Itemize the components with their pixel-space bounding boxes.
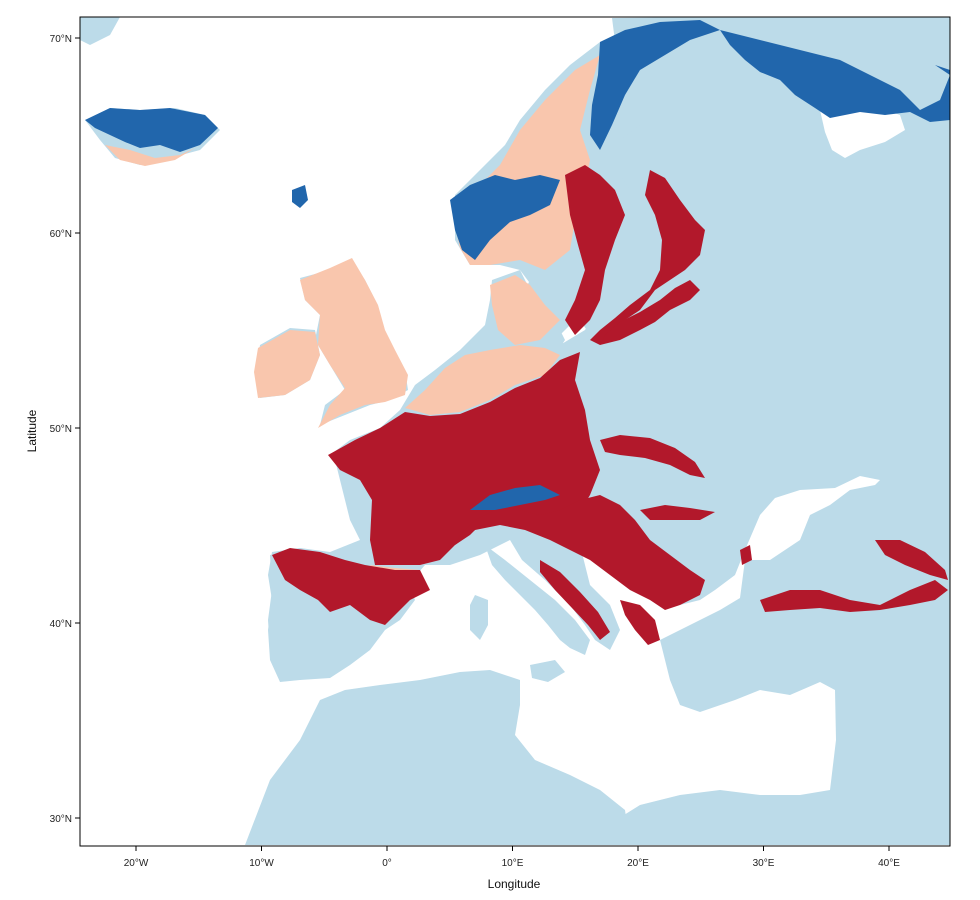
land-sardinia — [470, 595, 488, 640]
region-blue-norway-mountains — [450, 175, 560, 260]
region-blue-alps — [470, 485, 560, 510]
region-salmon-great-britain — [300, 258, 408, 428]
class-dark-red-layer — [272, 165, 948, 645]
x-tick-label: 10°W — [249, 858, 274, 869]
region-blue-kola — [720, 30, 950, 122]
x-tick-label: 0° — [382, 858, 392, 869]
y-tick-label: 50°N — [50, 424, 72, 435]
class-dark-blue-layer — [85, 20, 950, 510]
region-red-greece — [620, 600, 660, 645]
region-red-sweden — [565, 165, 625, 335]
x-axis-ticks: 20°W 10°W 0° 10°E 20°E 30°E 40°E — [124, 846, 900, 869]
x-tick-label: 20°E — [627, 858, 649, 869]
region-salmon-benelux — [405, 345, 560, 415]
x-tick-label: 10°E — [502, 858, 524, 869]
region-red-crimea — [740, 545, 752, 565]
region-red-iberia-north — [272, 548, 430, 625]
x-tick-label: 20°W — [124, 858, 149, 869]
region-red-turkey-north — [760, 580, 948, 612]
x-tick-label: 30°E — [753, 858, 775, 869]
land-italy — [485, 545, 590, 655]
plot-frame — [79, 16, 951, 847]
x-axis-title: Longitude — [488, 877, 541, 891]
x-tick-label: 40°E — [878, 858, 900, 869]
region-red-italy-balkans — [455, 495, 705, 610]
region-red-caucasus — [875, 540, 948, 580]
region-red-italy-apennines — [540, 560, 610, 640]
y-tick-label: 70°N — [50, 34, 72, 45]
region-red-france — [328, 352, 600, 565]
region-blue-iceland — [85, 108, 218, 152]
region-red-finland — [590, 170, 705, 345]
y-axis-ticks: 30°N 40°N 50°N 60°N 70°N — [50, 34, 80, 825]
region-salmon-denmark — [490, 275, 560, 345]
region-red-carpathians-south — [640, 505, 715, 520]
region-salmon-iceland-south — [105, 145, 195, 166]
y-tick-label: 30°N — [50, 814, 72, 825]
region-red-carpathians — [600, 435, 705, 478]
region-salmon-ireland — [254, 330, 320, 398]
land-europe-asia — [268, 17, 950, 845]
region-blue-north-scandinavia — [590, 20, 720, 150]
land-greenland-edge — [80, 17, 120, 45]
land-north-africa — [245, 670, 630, 845]
land-sicily — [530, 660, 565, 682]
y-tick-label: 60°N — [50, 229, 72, 240]
region-red-baltic-coast — [600, 280, 700, 345]
land-faroe — [292, 185, 308, 208]
y-tick-label: 40°N — [50, 619, 72, 630]
y-axis-title: Latitude — [25, 409, 39, 452]
